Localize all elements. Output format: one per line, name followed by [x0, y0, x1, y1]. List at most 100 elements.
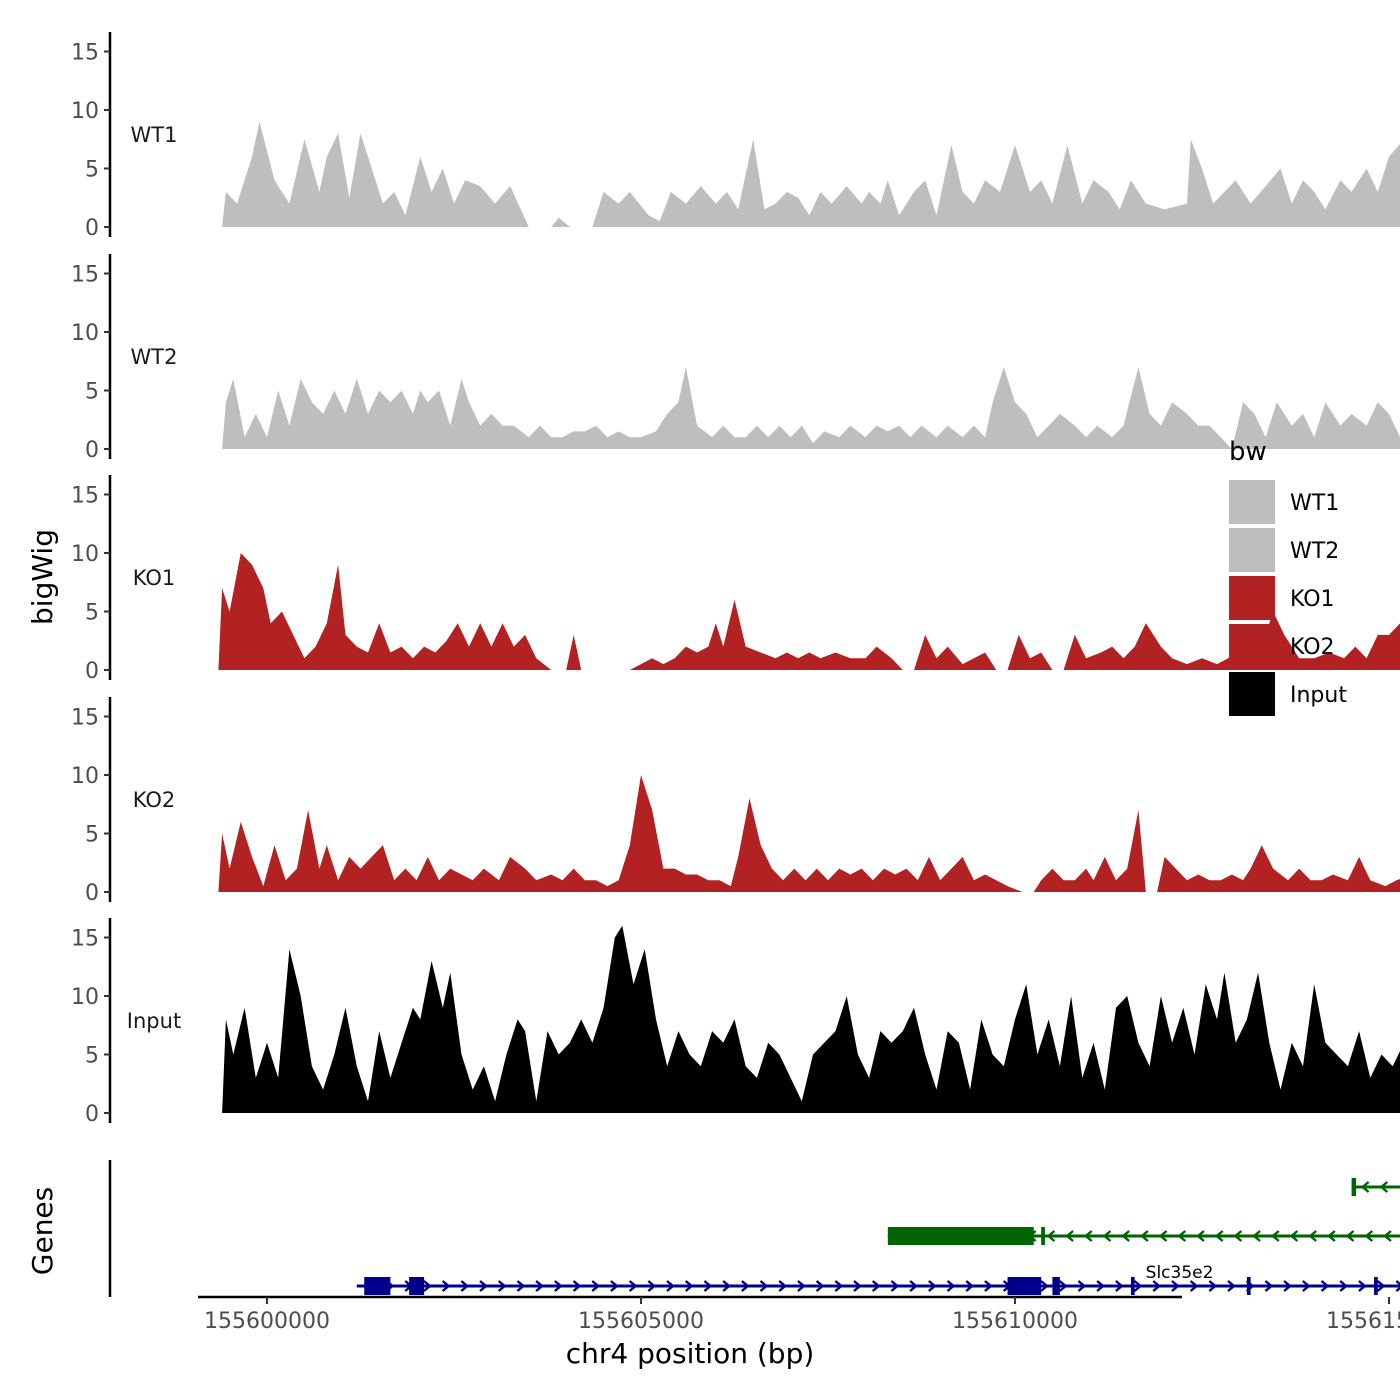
strand-chevron: [1252, 1230, 1261, 1242]
gene-gm10563: Gm10563: [1351, 1178, 1400, 1196]
strand-chevron: [928, 1280, 937, 1292]
genes-axis-title: Genes: [26, 1187, 59, 1275]
strand-chevron: [1121, 1230, 1130, 1242]
strand-chevron: [722, 1280, 731, 1292]
track-wt2: 0 5 10 15 WT2: [71, 254, 1400, 463]
strand-chevron: [1289, 1230, 1299, 1242]
y-tick-label: 0: [85, 438, 99, 463]
signal-area-wt1: [551, 217, 570, 227]
gene-exon: [887, 1227, 1034, 1245]
track-input: 0 5 10 15 Input: [71, 918, 1400, 1127]
strand-chevron: [516, 1280, 526, 1292]
strand-chevron: [1058, 1280, 1068, 1292]
strand-chevron: [759, 1280, 769, 1292]
strand-chevron: [460, 1280, 470, 1292]
strand-chevron: [1133, 1280, 1143, 1292]
gene-slc35e2: Slc35e2: [356, 1263, 1400, 1295]
strand-chevron: [1189, 1280, 1199, 1292]
strand-chevron: [1177, 1230, 1187, 1242]
strand-chevron: [1308, 1230, 1317, 1242]
signal-area-wt1: [592, 139, 1400, 227]
legend-swatch: [1229, 480, 1275, 524]
legend-item-wt2: WT2: [1229, 528, 1339, 572]
signal-area-ko2: [218, 775, 1023, 892]
strand-chevron: [1077, 1280, 1087, 1292]
signal-area-ko2: [1033, 810, 1146, 892]
strand-chevron: [946, 1280, 956, 1292]
y-tick-label: 5: [85, 601, 99, 626]
y-tick-label: 0: [85, 216, 99, 241]
signal-area-wt1: [222, 121, 529, 227]
strand-chevron: [1379, 1181, 1389, 1193]
y-tick-label: 10: [71, 321, 99, 346]
legend-swatch: [1229, 672, 1275, 716]
strand-chevron: [591, 1280, 601, 1292]
strand-chevron: [984, 1280, 993, 1292]
y-tick-label: 5: [85, 158, 99, 183]
strand-chevron: [1345, 1230, 1355, 1242]
legend-item-ko1: KO1: [1229, 576, 1335, 620]
legend-label: WT1: [1290, 491, 1339, 516]
strand-chevron: [797, 1280, 806, 1292]
strand-chevron: [1364, 1230, 1374, 1242]
y-tick-label: 15: [71, 41, 99, 66]
y-tick-label: 10: [71, 99, 99, 124]
track-ko1: 0 5 10 15 KO1: [71, 475, 1400, 684]
x-tick-label: 155600000: [204, 1309, 330, 1334]
strand-chevron: [684, 1280, 694, 1292]
signal-area-ko1: [218, 553, 552, 670]
y-tick-label: 10: [71, 985, 99, 1010]
y-tick-label: 5: [85, 823, 99, 848]
x-axis: 1556000001556050001556100001556150001556…: [198, 1295, 1400, 1334]
track-name-label: Input: [127, 1009, 181, 1033]
strand-chevron: [1171, 1280, 1180, 1292]
strand-chevron: [1270, 1230, 1280, 1242]
y-tick-label: 10: [71, 542, 99, 567]
signal-area-ko1: [1063, 611, 1400, 670]
y-axis-title: bigWig: [26, 529, 59, 625]
strand-chevron: [647, 1280, 657, 1292]
gene-exon: [1374, 1277, 1378, 1295]
signal-area-ko1: [566, 634, 582, 670]
signal-area-wt2: [222, 367, 1400, 449]
track-name-label: KO1: [133, 566, 176, 590]
strand-chevron: [1152, 1280, 1162, 1292]
strand-chevron: [1339, 1280, 1349, 1292]
signal-area-ko1: [914, 634, 997, 670]
y-tick-label: 5: [85, 1044, 99, 1069]
strand-chevron: [909, 1280, 918, 1292]
strand-chevron: [834, 1280, 844, 1292]
strand-chevron: [1040, 1280, 1049, 1292]
legend: bw WT1 WT2 KO1 KO2 Input: [1229, 437, 1347, 716]
y-tick-label: 0: [85, 1102, 99, 1127]
y-tick-label: 15: [71, 706, 99, 731]
strand-chevron: [965, 1280, 975, 1292]
legend-swatch: [1229, 624, 1275, 668]
legend-label: KO1: [1290, 587, 1335, 612]
gene-exon: [1130, 1277, 1135, 1295]
legend-title: bw: [1229, 437, 1267, 467]
strand-chevron: [1102, 1230, 1112, 1242]
strand-chevron: [815, 1280, 825, 1292]
gene-exon: [364, 1277, 391, 1295]
signal-area-input: [222, 925, 1400, 1113]
strand-chevron: [778, 1280, 788, 1292]
strand-chevron: [423, 1280, 432, 1292]
legend-item-wt1: WT1: [1229, 480, 1339, 524]
strand-chevron: [1264, 1280, 1274, 1292]
strand-chevron: [871, 1280, 881, 1292]
strand-chevron: [1376, 1280, 1386, 1292]
strand-chevron: [1115, 1280, 1124, 1292]
y-tick-label: 0: [85, 659, 99, 684]
strand-chevron: [853, 1280, 862, 1292]
strand-chevron: [1327, 1230, 1336, 1242]
x-tick-label: 155615000: [1326, 1309, 1400, 1334]
legend-label: WT2: [1290, 539, 1339, 564]
strand-chevron: [554, 1280, 563, 1292]
strand-chevron: [535, 1280, 544, 1292]
gene-name-label: Slc35e2: [1146, 1263, 1214, 1283]
legend-item-input: Input: [1229, 672, 1347, 716]
y-tick-label: 15: [71, 927, 99, 952]
strand-chevron: [1395, 1280, 1400, 1292]
strand-chevron: [1283, 1280, 1292, 1292]
